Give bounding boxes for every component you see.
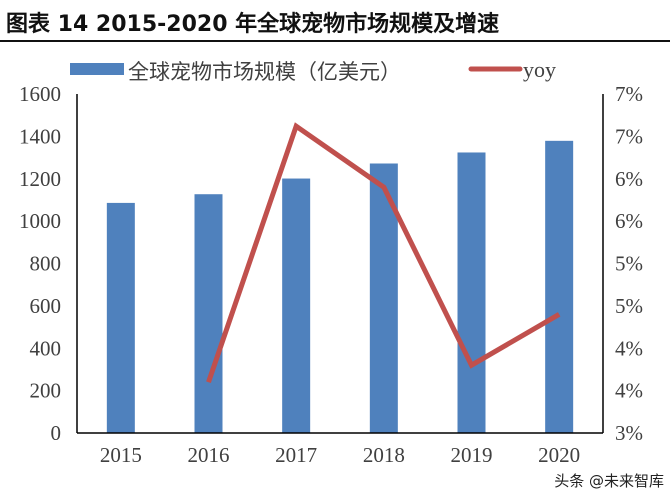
left-tick-label: 1600 xyxy=(19,82,61,106)
bar-2015 xyxy=(107,203,135,433)
x-tick-label: 2018 xyxy=(363,443,405,467)
right-tick-label: 6% xyxy=(615,209,643,233)
right-tick-label: 7% xyxy=(615,124,643,148)
left-tick-label: 1200 xyxy=(19,167,61,191)
bar-2019 xyxy=(458,152,486,433)
x-tick-label: 2017 xyxy=(275,443,317,467)
x-tick-label: 2020 xyxy=(538,443,580,467)
bar-2017 xyxy=(282,179,310,433)
watermark: 头条 @未来智库 xyxy=(554,473,664,489)
left-tick-label: 800 xyxy=(30,252,62,276)
x-tick-label: 2016 xyxy=(188,443,230,467)
bar-2020 xyxy=(545,141,573,433)
legend-label-line: yoy xyxy=(523,57,556,82)
right-tick-label: 7% xyxy=(615,82,643,106)
left-tick-label: 1000 xyxy=(19,209,61,233)
left-tick-label: 600 xyxy=(30,294,62,318)
right-tick-label: 3% xyxy=(615,421,643,445)
left-tick-label: 0 xyxy=(51,421,62,445)
left-tick-label: 200 xyxy=(30,379,62,403)
right-tick-label: 4% xyxy=(615,379,643,403)
left-tick-label: 400 xyxy=(30,336,62,360)
legend-swatch-bar xyxy=(70,63,124,75)
right-tick-label: 5% xyxy=(615,252,643,276)
legend-label-bar: 全球宠物市场规模（亿美元） xyxy=(128,60,401,84)
right-tick-label: 5% xyxy=(615,294,643,318)
x-tick-label: 2019 xyxy=(451,443,493,467)
right-tick-label: 4% xyxy=(615,336,643,360)
right-tick-label: 6% xyxy=(615,167,643,191)
left-tick-label: 1400 xyxy=(19,124,61,148)
bar-2016 xyxy=(195,194,223,433)
x-tick-label: 2015 xyxy=(100,443,142,467)
